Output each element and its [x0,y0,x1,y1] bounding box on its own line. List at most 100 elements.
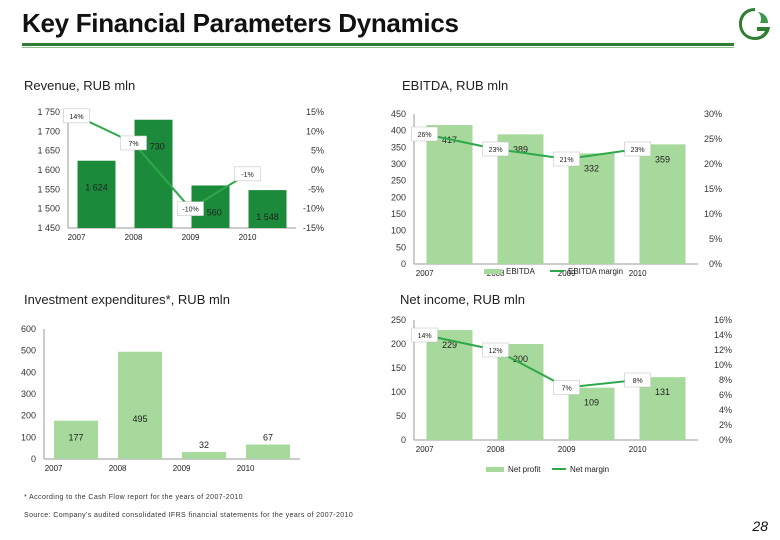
netincome-legend-bar-label: Net profit [508,465,541,474]
revenue-margin-marker [120,135,147,151]
ebitda-y2-tick-label: 30% [704,109,722,119]
revenue-x-tick-label: 2008 [125,233,143,242]
revenue-margin-marker [63,108,90,124]
ebitda-legend-bar-label: EBITDA [506,267,536,276]
netincome-x-tick-label: 2008 [487,445,505,454]
footnote: * According to the Cash Flow report for … [24,494,243,501]
netincome-margin-marker [624,372,651,388]
ebitda-margin-label: 26% [418,132,432,139]
revenue-y-tick-label: 1 700 [37,126,60,136]
leaf-g-logo-icon [739,8,770,40]
revenue-chart: 1 750 1 700 1 650 1 600 1 550 1 500 1 450 15% 10… [37,107,324,242]
ebitda-margin-marker [482,141,509,157]
ebitda-legend-line-label: EBITDA margin [568,267,623,276]
netincome-y2-tick-label: 6% [719,390,732,400]
netincome-y-tick-label: 250 [391,315,406,325]
netincome-chart: 250 200 150 100 50 0 16% 14% 12% 10% 8% 6% 4% 2% 0% 229… [391,315,732,474]
capex-y-tick-label: 300 [21,389,36,399]
netincome-y2-tick-label: 0% [719,435,732,445]
ebitda-margin-label: 23% [631,147,645,154]
netincome-bar [568,387,615,440]
ebitda-margin-marker [624,141,651,157]
page-title: Key Financial Parameters Dynamics [22,8,459,38]
revenue-y2-tick-label: -15% [303,223,324,233]
capex-x-tick-label: 2010 [237,464,255,473]
netincome-y2-tick-label: 12% [714,345,732,355]
netincome-margin-label: 8% [633,378,643,385]
netincome-margin-marker [411,327,438,343]
ebitda-y2-tick-label: 20% [704,159,722,169]
netincome-y2-tick-label: 14% [714,330,732,340]
ebitda-x-tick-label: 2007 [416,269,434,278]
ebitda-margin-marker [553,151,580,167]
netincome-value-label: 200 [513,354,528,364]
title-divider-thin [22,47,734,48]
revenue-y-tick-label: 1 600 [37,165,60,175]
netincome-legend-bar-swatch [486,467,504,472]
ebitda-value-label: 389 [513,144,528,154]
capex-bar [246,444,290,459]
netincome-y-tick-label: 200 [391,339,406,349]
capex-x-tick-label: 2007 [45,464,63,473]
ebitda-x-tick-label: 2009 [558,269,576,278]
capex-bar [182,452,226,459]
ebitda-margin-marker [411,126,438,142]
ebitda-y2-tick-label: 5% [709,234,722,244]
capex-value-label: 67 [263,432,273,442]
capex-y-tick-label: 600 [21,324,36,334]
capex-bar [54,420,98,459]
netincome-margin-label: 12% [489,348,503,355]
netincome-value-label: 131 [655,387,670,397]
netincome-margin-line [424,334,638,389]
revenue-y-tick-label: 1 650 [37,146,60,156]
capex-value-label: 495 [132,414,147,424]
revenue-margin-line [76,114,249,210]
netincome-bar [639,377,686,440]
ebitda-margin-label: 21% [560,157,574,164]
netincome-y2-tick-label: 10% [714,360,732,370]
ebitda-y-tick-label: 450 [391,109,406,119]
revenue-value-label: 1 624 [85,183,108,193]
revenue-y2-tick-label: 10% [306,126,324,136]
netincome-y-tick-label: 0 [401,435,406,445]
capex-y-tick-label: 200 [21,411,36,421]
netincome-y-tick-label: 100 [391,387,406,397]
netincome-value-label: 229 [442,340,457,350]
capex-y-tick-label: 500 [21,346,36,356]
title-divider [22,43,734,46]
revenue-bar [248,190,287,228]
ebitda-y2-tick-label: 0% [709,259,722,269]
ebitda-bar [639,144,686,264]
revenue-y2-tick-label: 5% [311,146,324,156]
netincome-y-tick-label: 150 [391,363,406,373]
ebitda-margin-label: 23% [489,147,503,154]
ebitda-margin-line [424,133,638,161]
revenue-margin-label: 7% [128,141,138,148]
netincome-chart-title: Net income, RUB mln [400,292,525,307]
ebitda-y-tick-label: 400 [391,126,406,136]
ebitda-y-tick-label: 200 [391,192,406,202]
ebitda-value-label: 359 [655,154,670,164]
capex-chart-title: Investment expenditures*, RUB mln [24,292,230,307]
ebitda-y-tick-label: 0 [401,259,406,269]
revenue-margin-marker [234,166,261,182]
revenue-margin-marker [177,201,204,216]
ebitda-y-tick-label: 150 [391,209,406,219]
ebitda-x-tick-label: 2010 [629,269,647,278]
ebitda-y2-tick-label: 25% [704,134,722,144]
netincome-bar [426,330,473,440]
capex-y-tick-label: 100 [21,432,36,442]
revenue-y-tick-label: 1 550 [37,184,60,194]
revenue-y-tick-label: 1 500 [37,204,60,214]
netincome-value-label: 109 [584,398,599,408]
netincome-margin-marker [553,380,580,395]
capex-x-tick-label: 2009 [173,464,191,473]
revenue-value-label: 1 730 [142,142,165,152]
ebitda-y-tick-label: 50 [396,242,406,252]
netincome-y2-tick-label: 4% [719,405,732,415]
capex-chart: 600 500 400 300 200 100 0 177 2007 495 2008 32 2009 6… [21,324,300,473]
revenue-x-tick-label: 2007 [68,233,86,242]
ebitda-y-tick-label: 300 [391,159,406,169]
revenue-value-label: 1 560 [199,207,222,217]
revenue-margin-label: -10% [182,207,198,214]
